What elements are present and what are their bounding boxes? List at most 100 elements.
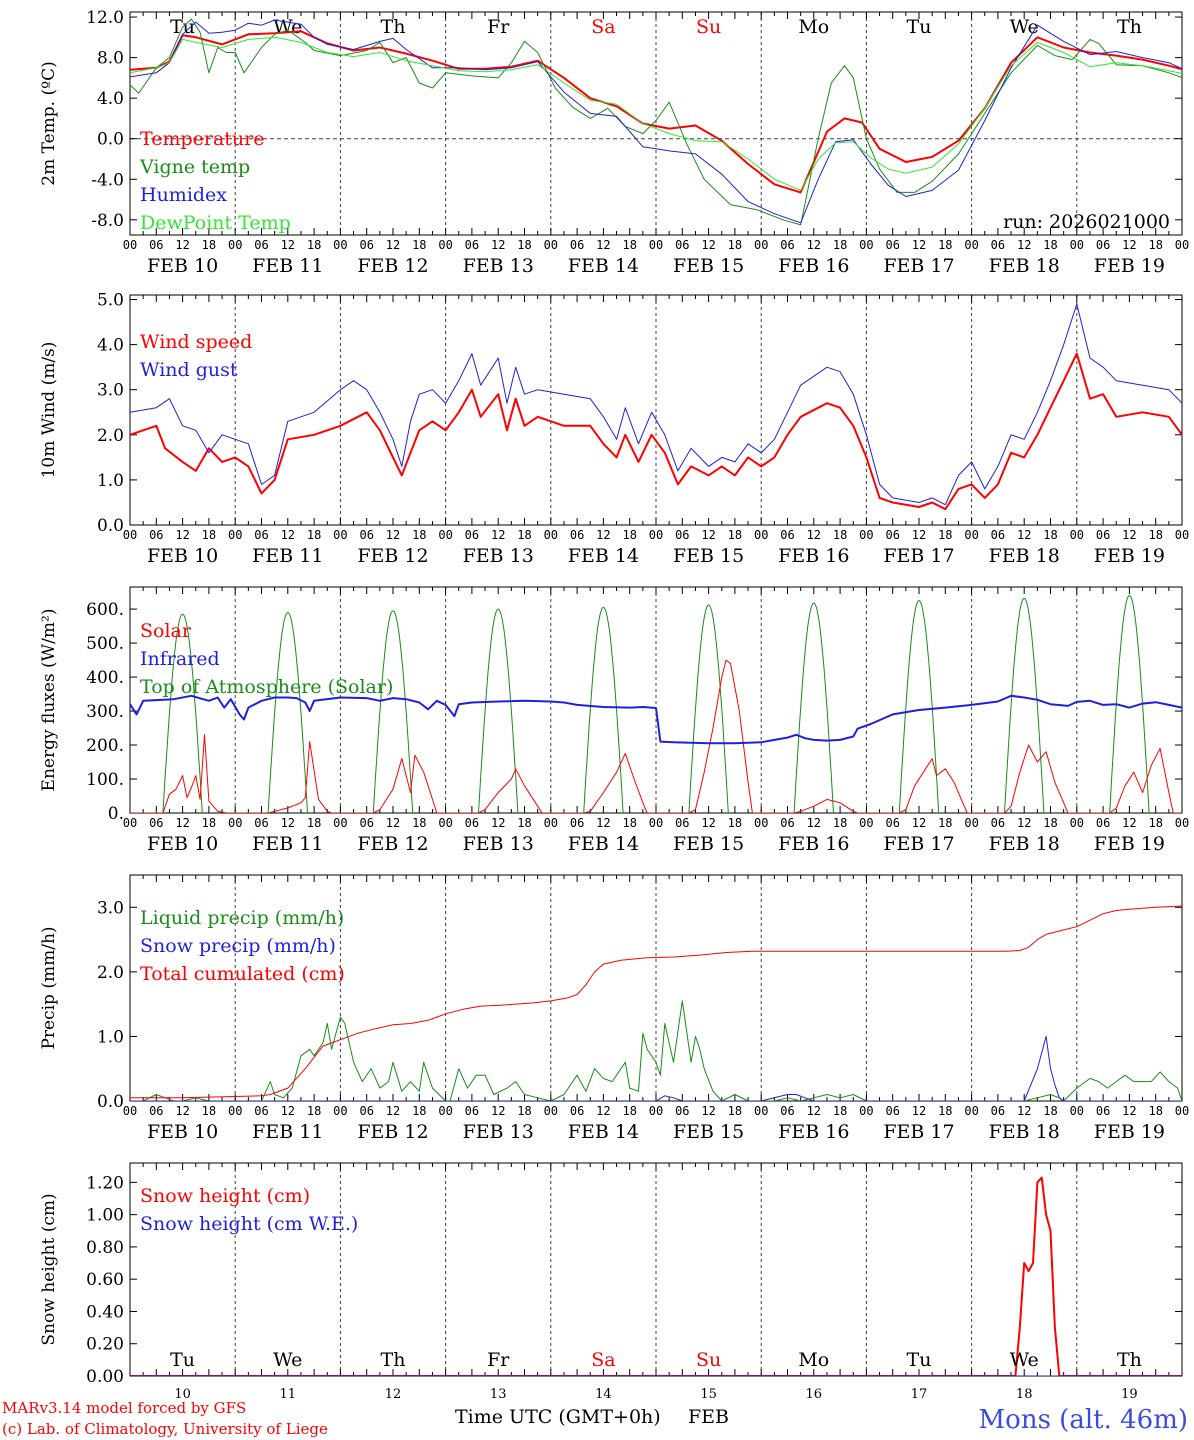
hour-label: 00	[649, 816, 663, 830]
ytick-label: 2.0	[97, 426, 124, 446]
weekday-label: Sa	[591, 16, 615, 38]
hour-label: 06	[359, 1104, 373, 1118]
hour-label: 00	[228, 816, 242, 830]
hour-label: 00	[754, 528, 768, 542]
series-snow-precip-mm-h	[130, 1035, 1182, 1101]
month-label: FEB	[688, 1406, 729, 1428]
hour-label: 00	[1175, 238, 1189, 252]
date-label: FEB 12	[357, 833, 428, 855]
y-axis-label: Precip (mm/h)	[39, 926, 59, 1049]
date-label: FEB 18	[989, 833, 1060, 855]
legend-entry: Total cumulated (cm)	[140, 963, 345, 985]
date-label: FEB 19	[1094, 1121, 1165, 1143]
y-axis-label: 10m Wind (m/s)	[39, 342, 59, 479]
hour-label: 00	[333, 1104, 347, 1118]
day-number: 11	[280, 1387, 297, 1402]
panel-energy: 0. 100. 200. 300. 400. 500. 600. Energy fluxes …	[39, 586, 1189, 855]
hour-label: 06	[675, 238, 689, 252]
date-label: FEB 16	[778, 833, 849, 855]
hour-label: 12	[386, 528, 400, 542]
weekday-label: Mo	[798, 16, 829, 38]
hour-label: 06	[254, 238, 268, 252]
series-solar	[130, 659, 1182, 813]
panels: -8.0 -4.0 0.0 4.0 8.0 12.0 2m Temp. (ºC) 00 06 12…	[39, 8, 1189, 1402]
hour-label: 18	[938, 528, 952, 542]
date-label: FEB 18	[989, 255, 1060, 277]
weekday-label: Tu	[907, 16, 932, 38]
hour-label: 00	[1070, 238, 1084, 252]
hour-label: 06	[359, 238, 373, 252]
hour-label: 06	[465, 528, 479, 542]
date-label: FEB 19	[1094, 833, 1165, 855]
hour-label: 18	[938, 238, 952, 252]
panel-precip: 0.0 1.0 2.0 3.0 Precip (mm/h) 00 06 12 18 00 06 12 1…	[39, 874, 1189, 1143]
hour-label: 00	[859, 528, 873, 542]
hour-label: 00	[228, 1104, 242, 1118]
date-label: FEB 11	[252, 833, 323, 855]
legend-entry: Snow height (cm)	[140, 1185, 310, 1207]
day-number: 17	[911, 1387, 928, 1402]
weekday-label: Fr	[487, 1349, 510, 1371]
date-label: FEB 17	[883, 1121, 954, 1143]
hour-label: 12	[1122, 238, 1136, 252]
model-credit: MARv3.14 model forced by GFS	[2, 1399, 246, 1417]
hour-label: 06	[149, 1104, 163, 1118]
hour-label: 18	[833, 816, 847, 830]
date-label: FEB 18	[989, 545, 1060, 567]
hour-label: 18	[412, 238, 426, 252]
hour-label: 18	[307, 816, 321, 830]
hour-label: 12	[807, 528, 821, 542]
ytick-label: 0.40	[86, 1302, 124, 1322]
hour-label: 00	[438, 816, 452, 830]
hour-label: 18	[938, 1104, 952, 1118]
day-number: 10	[174, 1387, 191, 1402]
ytick-label: 0.	[108, 804, 124, 824]
hour-label: 00	[333, 238, 347, 252]
series-liquid-precip-mm-h	[130, 1000, 1182, 1101]
ytick-label: 600.	[86, 600, 124, 620]
hour-labels: 00 06 12 18 00 06 12 18 00 06 12 18 00 06 12 18 00 06 12 18…	[123, 1104, 1189, 1118]
weekday-label: Th	[381, 16, 406, 38]
panel-temp: -8.0 -4.0 0.0 4.0 8.0 12.0 2m Temp. (ºC) 00 06 12…	[39, 8, 1189, 277]
hour-label: 12	[1017, 816, 1031, 830]
hour-label: 06	[675, 1104, 689, 1118]
series-group	[130, 303, 1182, 511]
date-label: FEB 10	[147, 833, 218, 855]
legend-entry: Infrared	[140, 648, 220, 670]
hour-label: 18	[833, 528, 847, 542]
ytick-label: 5.0	[97, 291, 124, 311]
hour-label: 18	[622, 816, 636, 830]
hour-label: 00	[438, 528, 452, 542]
date-label: FEB 11	[252, 545, 323, 567]
ytick-label: 1.0	[97, 471, 124, 491]
weekday-label: Su	[696, 1349, 721, 1371]
ytick-label: 8.0	[97, 49, 124, 69]
legend-entry: Wind speed	[140, 331, 252, 353]
hour-label: 18	[1148, 1104, 1162, 1118]
hour-label: 18	[1043, 238, 1057, 252]
ytick-label: 200.	[86, 736, 124, 756]
hour-label: 06	[991, 1104, 1005, 1118]
hour-label: 12	[491, 1104, 505, 1118]
date-label: FEB 19	[1094, 545, 1165, 567]
legend-entry: Wind gust	[140, 359, 238, 381]
series-top-of-atmosphere-solar	[162, 594, 1150, 813]
ytick-label: 300.	[86, 702, 124, 722]
legend-entry: Snow precip (mm/h)	[140, 935, 336, 957]
hour-label: 18	[1148, 816, 1162, 830]
hour-label: 06	[465, 816, 479, 830]
weekday-label: We	[1010, 1349, 1039, 1371]
hour-label: 12	[1017, 1104, 1031, 1118]
hour-label: 06	[570, 816, 584, 830]
station-name: Mons (alt. 46m)	[979, 1405, 1188, 1435]
hour-label: 12	[807, 1104, 821, 1118]
hour-label: 06	[254, 528, 268, 542]
hour-label: 18	[622, 1104, 636, 1118]
hour-label: 18	[833, 238, 847, 252]
ytick-label: -4.0	[91, 170, 124, 190]
hour-label: 18	[517, 816, 531, 830]
ytick-label: 1.20	[86, 1173, 124, 1193]
series-group	[130, 905, 1182, 1101]
hour-label: 18	[1043, 1104, 1057, 1118]
